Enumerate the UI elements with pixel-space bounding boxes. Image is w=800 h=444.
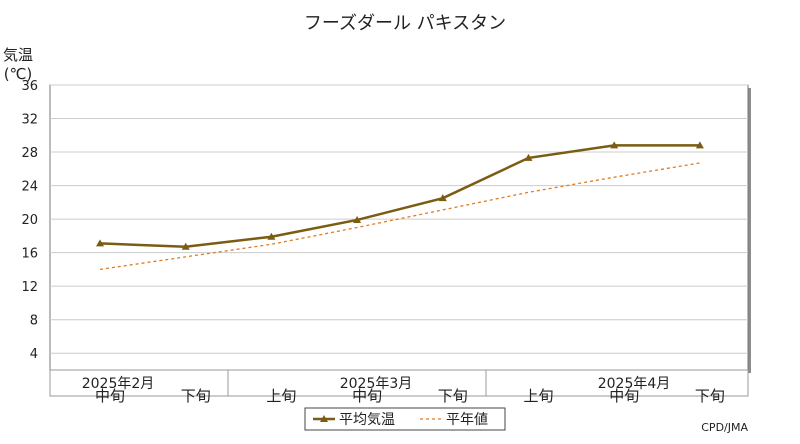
y-tick-label: 24 [21, 180, 38, 195]
x-tick-label: 下旬 [438, 387, 468, 405]
credit-text: CPD/JMA [701, 421, 748, 434]
y-axis-label-line2: (℃) [4, 65, 33, 83]
y-axis-label-line1: 気温 [3, 46, 33, 64]
data-point-average [181, 242, 190, 250]
data-point-average [353, 215, 362, 223]
series-line-average [99, 144, 700, 249]
x-tick-label: 上旬 [266, 387, 296, 405]
y-tick-label: 20 [21, 213, 38, 228]
data-point-average [96, 239, 104, 247]
data-point-average [438, 194, 447, 202]
month-label: 2025年3月 [340, 376, 413, 392]
legend-label-average: 平均気温 [339, 412, 395, 428]
y-tick-label: 32 [21, 113, 38, 128]
y-tick-label: 12 [21, 280, 38, 295]
x-tick-label: 下旬 [181, 387, 211, 405]
legend-box [304, 407, 506, 431]
chart-title: フーズダール パキスタン [304, 13, 506, 34]
x-tick-label: 中旬 [352, 387, 382, 405]
x-tick-label: 下旬 [695, 387, 725, 405]
x-axis-band [49, 369, 749, 397]
month-label: 2025年2月 [82, 376, 155, 392]
data-point-average [267, 232, 276, 240]
legend-label-normal: 平年値 [446, 412, 488, 428]
x-tick-label: 上旬 [523, 387, 553, 405]
x-tick-label: 中旬 [95, 387, 125, 405]
data-point-average [524, 153, 533, 161]
x-tick-label: 中旬 [609, 387, 639, 405]
data-point-average [695, 141, 704, 149]
y-tick-label: 16 [21, 247, 38, 262]
legend-marker-average [320, 415, 328, 422]
y-tick-label: 28 [21, 146, 38, 161]
y-tick-label: 36 [21, 79, 38, 94]
y-tick-label: 4 [30, 347, 38, 362]
plot-background [49, 84, 749, 371]
y-tick-label: 8 [30, 314, 38, 329]
plot-area: 48121620242832362025年2月 2025年3月 2025年4月中旬下… [21, 79, 751, 405]
data-point-average [610, 141, 619, 149]
legend: 平均気温 平年値 [304, 407, 506, 431]
month-label: 2025年4月 [598, 376, 671, 392]
